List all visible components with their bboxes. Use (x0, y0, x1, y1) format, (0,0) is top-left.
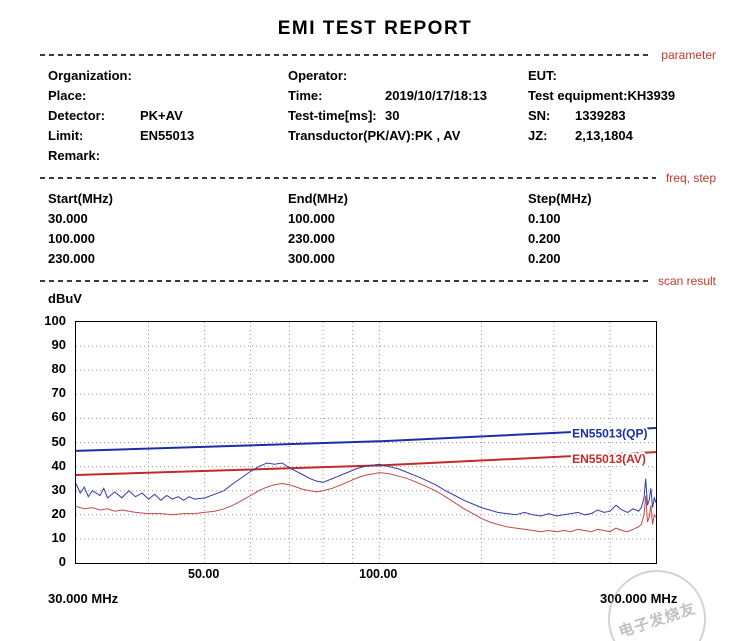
y-tick-label: 0 (58, 554, 66, 569)
param-label-operator: Operator: (288, 67, 348, 83)
param-value-detector: PK+AV (140, 107, 183, 123)
param-label-eut: EUT: (528, 67, 557, 83)
freq-start-value: 30.000 (48, 210, 88, 226)
param-label-place: Place: (48, 87, 87, 103)
freq-table-row: 230.000 300.000 0.200 (0, 248, 750, 268)
param-label-transductor: Transductor(PK/AV): (288, 127, 415, 143)
y-tick-label: 80 (51, 361, 66, 377)
param-label-time: Time: (288, 87, 323, 103)
param-row: Remark: (0, 145, 750, 165)
separator-scan-result: scan result (40, 274, 716, 288)
param-row: Limit: EN55013 Transductor(PK/AV):PK , AV… (0, 125, 750, 145)
limit-line-label: EN55013(QP) (572, 427, 647, 441)
separator-parameter: parameter (40, 48, 716, 62)
freq-end-value: 300.000 (288, 250, 335, 266)
param-row: Detector: PK+AV Test-time[ms]: 30 SN: 13392… (0, 105, 750, 125)
x-tick-label: 100.00 (359, 567, 398, 581)
series-en55013(qp) (76, 427, 656, 452)
param-value-test-time: 30 (385, 107, 400, 123)
x-end-label: 300.000 MHz (600, 591, 678, 606)
param-row: Organization: Operator: EUT: (0, 65, 750, 85)
section-label-freq-step: freq, step (665, 171, 716, 185)
series-av-scan (76, 472, 656, 533)
y-tick-label: 50 (51, 433, 66, 449)
limit-line-label: EN55013(AV) (572, 452, 646, 466)
y-tick-label: 70 (51, 385, 66, 401)
freq-start-value: 100.000 (48, 230, 95, 246)
dashed-divider (40, 54, 652, 56)
param-label-remark: Remark: (48, 147, 101, 163)
series-en55013(av) (76, 451, 656, 476)
freq-table-row: 100.000 230.000 0.200 (0, 228, 750, 248)
y-tick-label: 20 (51, 505, 66, 521)
freq-step-value: 0.100 (528, 210, 561, 226)
param-value-transductor: PK , AV (414, 127, 461, 143)
x-start-label: 30.000 MHz (48, 591, 119, 606)
parameter-section: Organization: Operator: EUT: Place: Time… (0, 65, 750, 165)
freq-header-end: End(MHz) (288, 190, 348, 206)
y-tick-label: 10 (51, 529, 66, 545)
freq-end-value: 100.000 (288, 210, 335, 226)
y-tick-label: 90 (51, 337, 66, 353)
scan-result-chart: 0 10 20 30 40 50 60 70 80 90 100 EN55013(QP) EN5501… (0, 313, 750, 621)
section-label-scan-result: scan result (657, 274, 716, 288)
param-value-limit: EN55013 (140, 127, 195, 143)
x-tick-label: 50.00 (188, 567, 220, 581)
page-title: EMI TEST REPORT (277, 18, 473, 39)
param-label-limit: Limit: (48, 127, 84, 143)
dashed-divider (40, 280, 648, 282)
param-value-sn: 1339283 (575, 107, 626, 123)
freq-header-step: Step(MHz) (528, 190, 592, 206)
param-label-test-time: Test-time[ms]: (288, 107, 377, 123)
freq-step-value: 0.200 (528, 250, 561, 266)
series-pk-scan (76, 462, 656, 517)
param-row: Place: Time: 2019/10/17/18:13 Test equipm… (0, 85, 750, 105)
y-axis-unit-label: dBuV (48, 291, 82, 306)
x-axis-labels: 50.00 100.00 (75, 567, 655, 583)
freq-table-row: 30.000 100.000 0.100 (0, 208, 750, 228)
param-label-detector: Detector: (48, 107, 106, 123)
param-value-jz: 2,13,1804 (575, 127, 633, 143)
freq-step-table: Start(MHz) End(MHz) Step(MHz) 30.000 100… (0, 188, 750, 268)
param-value-time: 2019/10/17/18:13 (385, 87, 487, 103)
dashed-divider (40, 177, 656, 179)
freq-start-value: 230.000 (48, 250, 95, 266)
y-tick-label: 30 (51, 481, 66, 497)
y-tick-label: 40 (51, 457, 66, 473)
separator-freq-step: freq, step (40, 171, 716, 185)
param-value-test-equipment: KH3939 (627, 87, 676, 103)
param-label-test-equipment: Test equipment: (528, 87, 628, 103)
param-label-organization: Organization: (48, 67, 132, 83)
freq-step-value: 0.200 (528, 230, 561, 246)
y-tick-label: 100 (44, 313, 66, 328)
freq-table-header-row: Start(MHz) End(MHz) Step(MHz) (0, 188, 750, 208)
y-axis-labels: 0 10 20 30 40 50 60 70 80 90 100 (0, 313, 66, 569)
plot-area: EN55013(QP) EN55013(AV) (75, 321, 657, 564)
param-label-sn: SN: (528, 107, 551, 123)
y-tick-label: 60 (51, 409, 66, 425)
param-label-jz: JZ: (528, 127, 548, 143)
section-label-parameter: parameter (661, 48, 716, 62)
freq-header-start: Start(MHz) (48, 190, 113, 206)
freq-end-value: 230.000 (288, 230, 335, 246)
